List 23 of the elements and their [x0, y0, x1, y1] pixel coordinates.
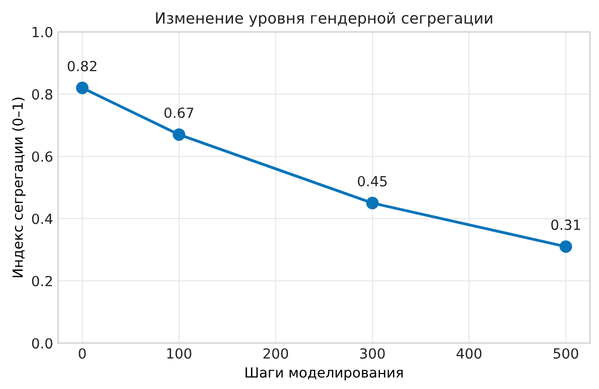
x-axis-title: Шаги моделирования: [246, 367, 403, 380]
y-tick-label: 0.6: [32, 151, 52, 162]
chart-title: Изменение уровня гендерной сегрегации: [156, 12, 492, 27]
y-tick-label: 1.0: [32, 26, 52, 38]
y-axis-title: Индекс сегрегации (0–1): [12, 98, 26, 278]
point: [172, 128, 186, 141]
data-label: 0.67: [164, 108, 194, 118]
point: [76, 82, 89, 94]
x-tick-label: 500: [554, 348, 578, 359]
data-label: 0.45: [358, 176, 387, 186]
x-tick-label: 300: [360, 348, 385, 359]
data-label: 0.31: [551, 220, 580, 230]
y-tick-label: 0.2: [32, 276, 52, 286]
point: [560, 240, 572, 253]
y-tick-label: 0.8: [32, 89, 52, 100]
x-tick-label: 400: [456, 348, 482, 359]
y-tick-label: 0.4: [32, 214, 52, 224]
data-label: 0.82: [68, 60, 96, 72]
x-tick-label: 100: [167, 348, 192, 359]
x-tick-label: 0: [78, 348, 86, 359]
point: [366, 196, 379, 210]
x-tick-label: 200: [263, 348, 288, 359]
y-tick-label: 0.0: [32, 338, 52, 349]
